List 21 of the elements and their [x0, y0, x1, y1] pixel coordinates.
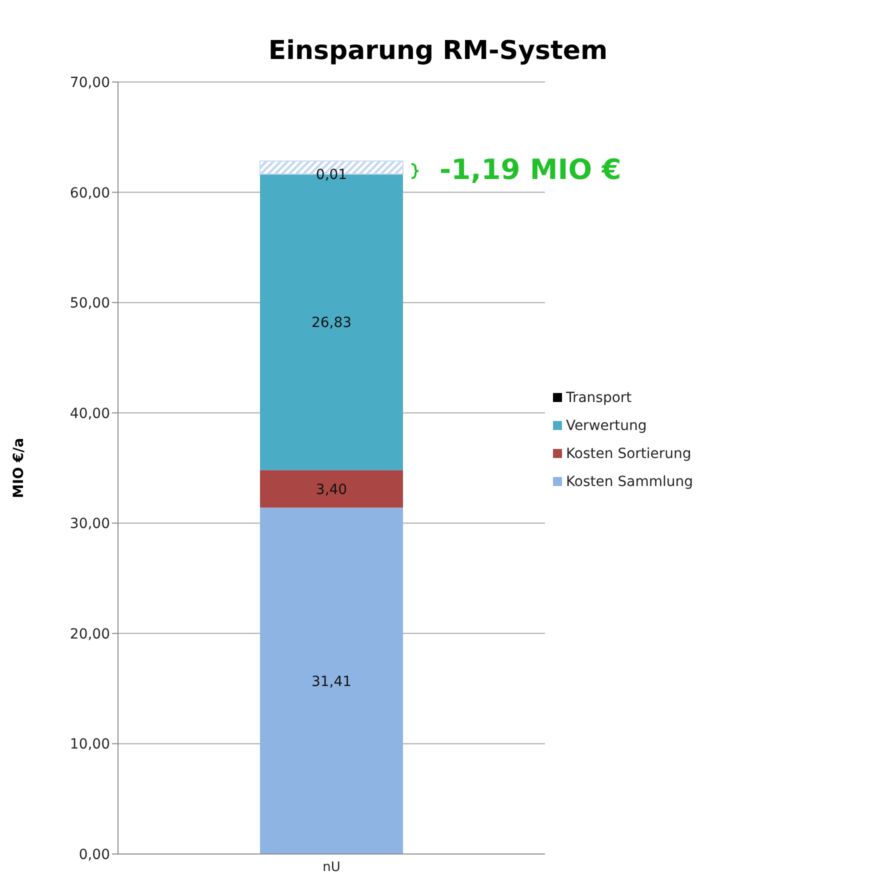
data-label: 31,41: [311, 674, 352, 690]
y-tick-label: 10,00: [70, 736, 110, 753]
data-label: 26,83: [311, 315, 352, 332]
data-label: 3,40: [316, 482, 348, 498]
chart-title: Einsparung RM-System: [267, 36, 609, 66]
y-tick-label: 50,00: [70, 296, 110, 312]
bar: [260, 508, 403, 854]
y-tick-label: 60,00: [70, 185, 110, 202]
y-tick-label: 30,00: [70, 516, 110, 532]
y-tick-label: 20,00: [70, 626, 110, 642]
x-tick-label: nU: [322, 860, 340, 876]
y-axis-title: MIO €/a: [10, 438, 27, 498]
annotation: -1,19 MIO €: [439, 152, 622, 186]
legend-label: Kosten Sortierung: [566, 446, 692, 462]
y-tick-label: 70,00: [70, 74, 110, 91]
legend-label: Verwertung: [566, 418, 647, 434]
legend-label: Transport: [566, 390, 632, 406]
bar: [260, 470, 403, 508]
y-tick-label: 40,00: [70, 406, 110, 422]
y-tick-label: 0,00: [78, 846, 110, 863]
legend-label: Kosten Sammlung: [566, 474, 693, 490]
